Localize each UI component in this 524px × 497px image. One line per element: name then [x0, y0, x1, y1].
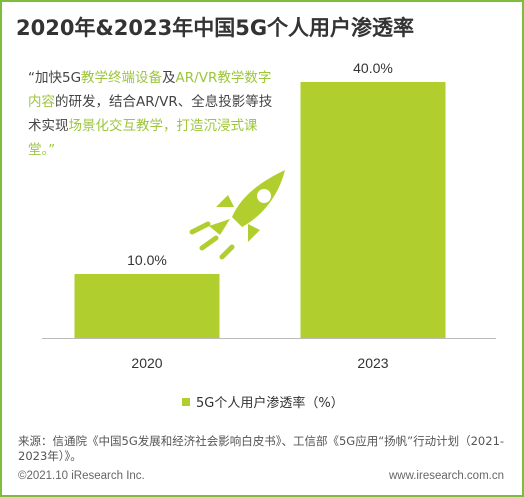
- bar-2020: [74, 274, 220, 338]
- source-note: 来源：信通院《中国5G发展和经济社会影响白皮书》、工信部《5G应用“扬帆”行动计…: [18, 434, 505, 463]
- quote-text: “加快5G: [28, 70, 82, 86]
- bar-2023: [300, 82, 446, 338]
- legend-label: 5G个人用户渗透率（%）: [196, 396, 344, 411]
- quote-text: 及: [162, 70, 176, 86]
- data-label-2020: 10.0%: [127, 252, 167, 268]
- x-tick-label-2020: 2020: [131, 355, 162, 371]
- policy-quote: “加快5G教学终端设备及AR/VR教学数字内容的研发，结合AR/VR、全息投影等…: [28, 66, 278, 162]
- data-label-2023: 40.0%: [353, 60, 393, 76]
- quote-highlight: 场景化交互教学，打造沉浸式课堂。”: [28, 118, 258, 158]
- chart-title: 2020年&2023年中国5G个人用户渗透率: [16, 16, 415, 40]
- quote-highlight: 教学终端设备: [81, 70, 163, 86]
- bar-chart: 10.0% 2020 40.0% 2023: [42, 60, 496, 371]
- legend-swatch: [182, 397, 190, 406]
- chart-legend: 5G个人用户渗透率（%）: [182, 392, 344, 411]
- quote-text: 的研发，结合AR/VR、全息投影等技术实现: [28, 94, 273, 134]
- copyright: ©2021.10 iResearch Inc.: [18, 470, 145, 482]
- quote-highlight: AR/VR教学数字内容: [28, 70, 272, 110]
- website-url: www.iresearch.com.cn: [388, 470, 504, 482]
- rocket-icon: [189, 170, 285, 260]
- x-tick-label-2023: 2023: [357, 355, 388, 371]
